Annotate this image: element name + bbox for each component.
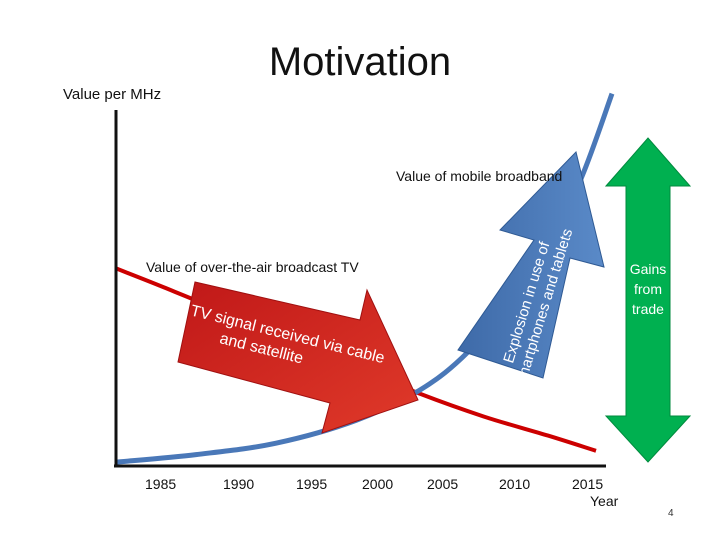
x-axis-label: Year xyxy=(590,493,619,509)
cable-satellite-arrow: TV signal received via cable and satelli… xyxy=(177,281,419,434)
gains-text-line2: from xyxy=(634,281,662,297)
x-tick-1995: 1995 xyxy=(296,476,328,492)
mobile-broadband-label: Value of mobile broadband xyxy=(396,168,563,184)
page-number: 4 xyxy=(668,508,674,519)
broadcast-tv-label: Value of over-the-air broadcast TV xyxy=(146,259,359,275)
smartphone-growth-arrow: Explosion in use of smartphones and tabl… xyxy=(457,151,605,389)
x-tick-1985: 1985 xyxy=(145,476,177,492)
x-tick-2005: 2005 xyxy=(427,476,459,492)
slide-title: Motivation xyxy=(268,40,452,84)
x-tick-2000: 2000 xyxy=(362,476,394,492)
gains-text-line1: Gains xyxy=(630,261,667,277)
gains-from-trade-arrow: Gains from trade xyxy=(604,137,692,463)
x-tick-1990: 1990 xyxy=(223,476,255,492)
x-tick-2015: 2015 xyxy=(572,476,604,492)
y-axis-label: Value per MHz xyxy=(63,86,162,103)
x-tick-2010: 2010 xyxy=(499,476,531,492)
gains-text-line3: trade xyxy=(632,301,664,317)
